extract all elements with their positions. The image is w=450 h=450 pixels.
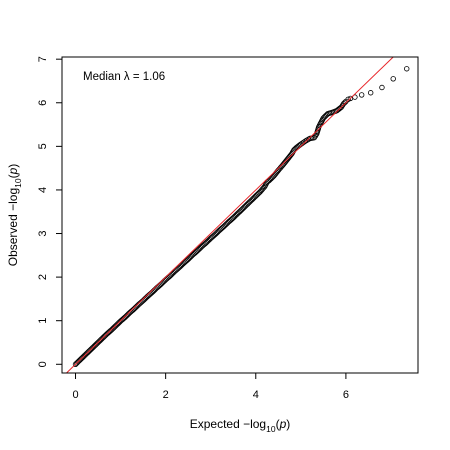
y-tick-label: 6 [37,100,49,106]
y-tick-label: 4 [37,187,49,193]
data-point [367,90,374,96]
x-axis-title-close: ) [286,417,290,431]
y-tick-label: 3 [37,230,49,236]
data-point [352,94,358,100]
y-tick-label: 7 [37,56,49,62]
reference-line-group [66,56,394,374]
data-point [379,84,385,91]
x-tick-label: 2 [163,389,169,401]
data-point [390,76,396,82]
y-tick-label: 0 [37,361,49,367]
x-tick-label: 0 [72,389,78,401]
x-tick-label: 4 [253,389,259,401]
x-axis-title-open: ( [276,417,280,431]
y-axis: 0 1 2 3 4 5 6 7 [37,56,62,367]
y-axis-title: Observed −log10(p) [6,164,23,267]
x-axis-title: Expected −log10(p) [190,417,291,434]
y-axis-title-var: p [6,167,20,175]
y-axis-title-sub: 10 [13,178,23,188]
data-point [404,66,410,72]
data-point [342,99,348,106]
x-tick-label: 6 [343,389,349,401]
x-axis-title-sub: 10 [266,424,276,434]
y-tick-label: 1 [37,318,49,324]
plot-frame [61,56,419,374]
median-lambda-annotation: Median λ = 1.06 [83,71,165,83]
x-axis-title-prefix: Expected −log [190,417,266,431]
x-axis-title-var: p [279,417,287,431]
y-tick-label: 5 [37,143,49,149]
x-axis: 0 2 4 6 [72,373,349,401]
y-axis-title-close: ) [6,164,20,168]
data-point [358,92,365,98]
data-points [72,66,410,367]
y-axis-title-open: ( [6,174,20,178]
reference-line [66,56,394,374]
y-axis-title-prefix: Observed −log [6,188,20,266]
y-tick-label: 2 [37,274,49,280]
